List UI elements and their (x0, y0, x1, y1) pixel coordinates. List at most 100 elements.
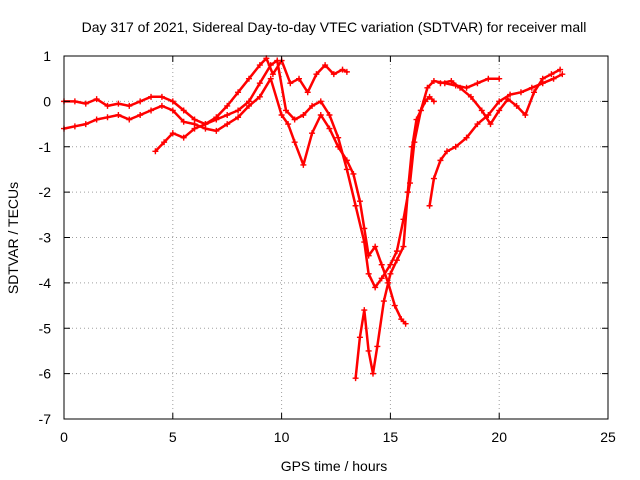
data-point (126, 116, 133, 123)
data-point (180, 134, 187, 141)
y-tick-label: -2 (39, 184, 52, 200)
data-point (93, 96, 100, 103)
data-point (517, 89, 524, 96)
series-trace (428, 72, 564, 207)
data-point (539, 75, 546, 82)
data-point (402, 320, 409, 327)
data-point (304, 89, 311, 96)
data-point (393, 257, 400, 264)
data-point (356, 334, 363, 341)
data-point (513, 102, 520, 109)
data-point (531, 89, 538, 96)
data-point (467, 93, 474, 100)
data-point (148, 93, 155, 100)
data-point (496, 75, 503, 82)
data-point (82, 121, 89, 128)
data-point (82, 100, 89, 107)
data-point (158, 102, 165, 109)
data-point (437, 80, 444, 87)
data-point (400, 243, 407, 250)
data-point (343, 68, 350, 75)
x-tick-label: 5 (169, 429, 177, 445)
data-point (93, 116, 100, 123)
data-point (463, 134, 470, 141)
data-point (180, 107, 187, 114)
y-tick-label: -5 (39, 320, 52, 336)
data-point (169, 130, 176, 137)
data-series (61, 55, 566, 382)
data-point (152, 148, 159, 155)
data-point (487, 121, 494, 128)
data-point (161, 139, 168, 146)
data-point (404, 189, 411, 196)
data-point (267, 75, 274, 82)
data-point (380, 298, 387, 305)
data-point (191, 125, 198, 132)
data-point (202, 121, 209, 128)
data-point (437, 157, 444, 164)
x-tick-label: 10 (274, 429, 290, 445)
data-point (267, 62, 274, 69)
x-tick-label: 0 (60, 429, 68, 445)
data-point (126, 102, 133, 109)
x-axis-label: GPS time / hours (281, 458, 388, 474)
data-point (224, 111, 231, 118)
data-point (137, 98, 144, 105)
data-point (378, 261, 385, 268)
data-point (256, 62, 263, 69)
data-point (507, 91, 514, 98)
data-point (245, 75, 252, 82)
data-point (235, 107, 242, 114)
data-point (361, 239, 368, 246)
data-point (387, 261, 394, 268)
x-tick-label: 15 (383, 429, 399, 445)
data-point (313, 71, 320, 78)
series-trace (439, 68, 562, 126)
data-point (430, 175, 437, 182)
data-point (169, 98, 176, 105)
data-point (291, 116, 298, 123)
data-point (391, 302, 398, 309)
data-point (180, 118, 187, 125)
data-point (274, 57, 281, 64)
data-point (213, 116, 220, 123)
data-point (213, 127, 220, 134)
data-point (104, 114, 111, 121)
data-point (326, 125, 333, 132)
y-tick-label: 1 (43, 48, 51, 64)
data-point (309, 102, 316, 109)
data-point (504, 96, 511, 103)
data-point (361, 307, 368, 314)
y-tick-label: -1 (39, 139, 52, 155)
data-point (224, 121, 231, 128)
data-point (235, 89, 242, 96)
data-point (352, 375, 359, 382)
data-point (528, 84, 535, 91)
chart-title: Day 317 of 2021, Sidereal Day-to-day VTE… (82, 19, 587, 35)
data-point (485, 111, 492, 118)
data-point (365, 347, 372, 354)
data-point (169, 107, 176, 114)
data-point (158, 93, 165, 100)
data-point (343, 166, 350, 173)
y-axis-label: SDTVAR / TECUs (5, 182, 21, 294)
data-point (369, 370, 376, 377)
data-point (424, 84, 431, 91)
data-point (426, 93, 433, 100)
series-4 (352, 93, 437, 382)
data-point (496, 98, 503, 105)
data-point (374, 343, 381, 350)
data-point (365, 270, 372, 277)
y-tick-label: 0 (43, 93, 51, 109)
data-point (417, 107, 424, 114)
data-point (372, 243, 379, 250)
data-point (282, 107, 289, 114)
data-point (309, 130, 316, 137)
data-point (485, 75, 492, 82)
series-2 (61, 75, 409, 327)
data-point (352, 202, 359, 209)
data-point (287, 80, 294, 87)
data-point (457, 84, 464, 91)
